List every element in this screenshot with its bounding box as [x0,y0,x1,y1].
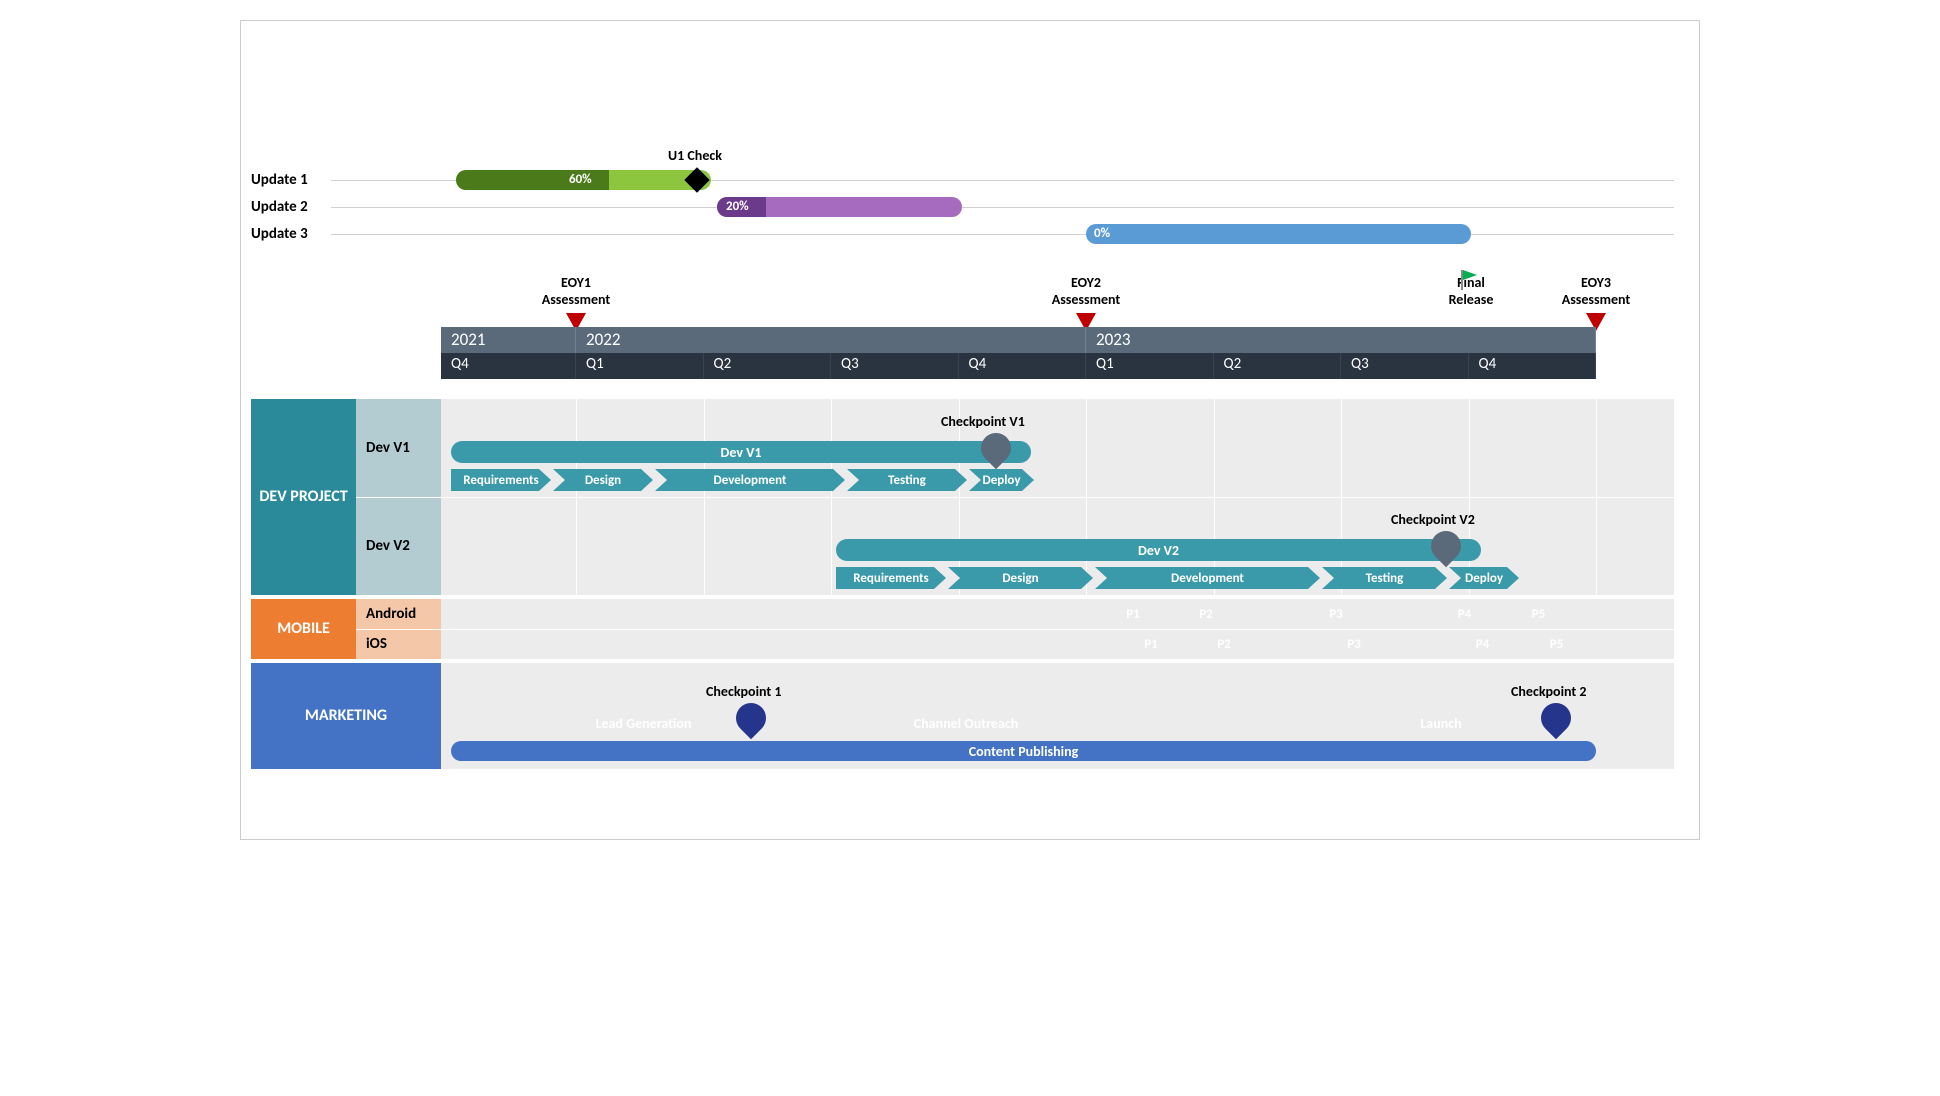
marketing-chevron: Lead Generation [451,711,836,735]
quarter-cell: Q4 [1469,353,1597,379]
year-cell: 2022 [576,327,1086,353]
year-band: 202120222023 [441,327,1596,353]
dev-bar: Dev V1 [451,441,1031,463]
quarter-cell: Q4 [959,353,1087,379]
marketing-section-title: MARKETING [251,663,441,769]
update-label: Update 3 [251,225,331,243]
phase-chevron: Deploy [1449,567,1519,589]
update-row: Update 3 0% [251,223,1674,245]
quarter-cell: Q1 [1086,353,1214,379]
quarter-cell: Q3 [1341,353,1469,379]
mobile-phase: P2 [1167,604,1245,624]
mobile-phase: P4 [1445,634,1520,654]
phase-chevron: Testing [1322,567,1447,589]
dev-section: DEV PROJECT Dev V1 Dev V2 Dev V1 Checkpoi… [251,399,1674,595]
mobile-phase: P5 [1524,634,1589,654]
year-cell: 2021 [441,327,576,353]
progress-pct: 20% [726,199,749,214]
checkpoint-label: Checkpoint V1 [941,413,1025,430]
dev-row-label: Dev V1 [356,399,441,498]
update-label: Update 1 [251,171,331,189]
quarter-cell: Q3 [831,353,959,379]
phase-chevron: Requirements [451,469,551,491]
mobile-section-title: MOBILE [251,599,356,659]
mobile-phase: P5 [1506,604,1571,624]
dev-bar: Dev V2 [836,539,1481,561]
quarter-cell: Q4 [441,353,576,379]
year-cell: 2023 [1086,327,1596,353]
mobile-phase: P3 [1249,604,1423,624]
phase-chevron: Design [948,567,1093,589]
quarter-cell: Q2 [1214,353,1342,379]
mobile-row-label: Android [356,599,441,630]
mobile-section: MOBILE Android iOS P1P2P3P4P5P1P2P3P4P5 [251,599,1674,659]
quarter-cell: Q1 [576,353,704,379]
dev-section-title: DEV PROJECT [251,399,356,595]
update-label: Update 2 [251,198,331,216]
checkpoint-label: Checkpoint 1 [706,683,782,700]
milestone: EOY1Assessment [526,275,626,331]
milestone: EOY3Assessment [1546,275,1646,331]
update-row: Update 1 60% [251,169,1674,191]
flag-milestone: FinalRelease [1431,275,1511,309]
quarter-band: Q4Q1Q2Q3Q4Q1Q2Q3Q4 [441,353,1596,379]
mobile-phase: P1 [1103,604,1163,624]
phase-chevron: Design [553,469,653,491]
dev-row-label: Dev V2 [356,498,441,596]
phase-chevron: Development [655,469,845,491]
mobile-row-label: iOS [356,630,441,660]
marketing-chevron: Channel Outreach [841,711,1091,735]
checkpoint-label: Checkpoint 2 [1511,683,1587,700]
phase-chevron: Requirements [836,567,946,589]
mobile-phase: P3 [1267,634,1441,654]
phase-chevron: Testing [847,469,967,491]
mobile-phase: P4 [1427,604,1502,624]
diamond-milestone [684,167,709,192]
diamond-label: U1 Check [668,147,722,164]
progress-pct: 0% [1094,226,1110,241]
mobile-phase: P1 [1121,634,1181,654]
milestone: EOY2Assessment [1036,275,1136,331]
checkpoint-label: Checkpoint V2 [1391,511,1475,528]
phase-chevron: Deploy [969,469,1034,491]
gantt-timeline: Update 1 60% U1 Check Update 2 20% Update… [240,20,1700,840]
mobile-phase: P2 [1185,634,1263,654]
marketing-bar: Content Publishing [451,741,1596,761]
progress-pct: 60% [569,172,592,187]
marketing-section: MARKETING Lead GenerationChannel Outreac… [251,663,1674,769]
update-row: Update 2 20% [251,196,1674,218]
quarter-cell: Q2 [704,353,832,379]
phase-chevron: Development [1095,567,1320,589]
